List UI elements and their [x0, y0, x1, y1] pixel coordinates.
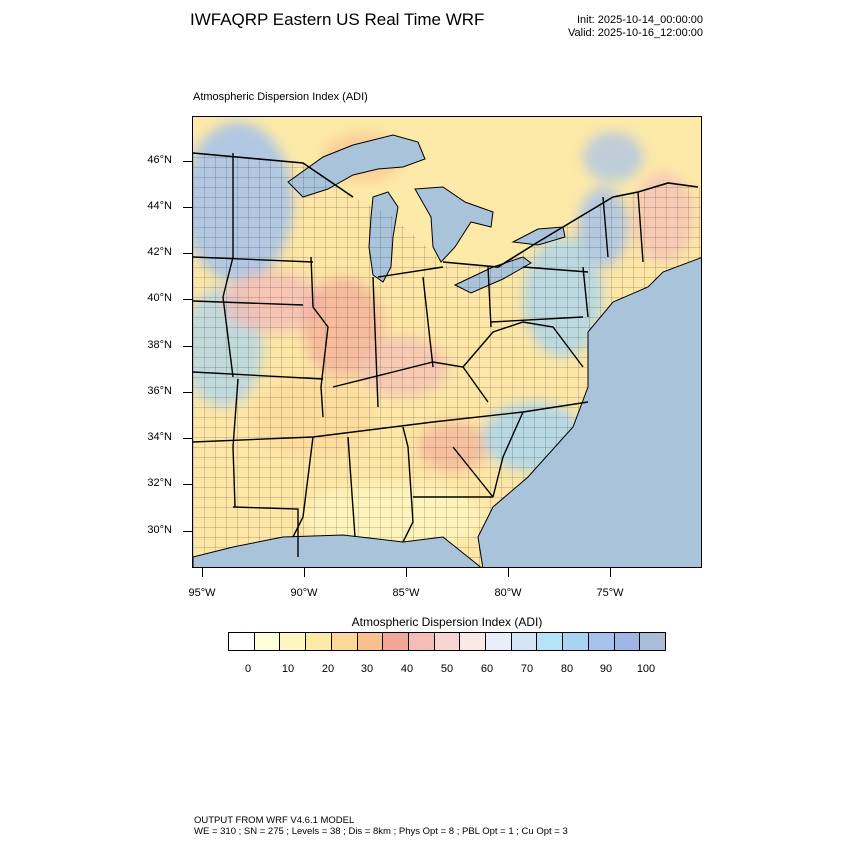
- legend-color-box: [331, 633, 358, 650]
- lat-tick: [183, 484, 192, 485]
- lon-label-85: 85°W: [392, 587, 420, 599]
- lat-tick: [183, 438, 192, 439]
- legend-tick-label: 40: [400, 663, 414, 675]
- lon-label-80: 80°W: [494, 587, 522, 599]
- lon-tick: [610, 568, 611, 577]
- panel-title: Atmospheric Dispersion Index (ADI): [193, 91, 368, 103]
- legend-color-box: [614, 633, 641, 650]
- county-lines: [193, 153, 701, 567]
- legend-color-box: [588, 633, 615, 650]
- legend-tick-label: 30: [360, 663, 374, 675]
- lon-label-95: 95°W: [188, 587, 216, 599]
- lat-label-32: 32°N: [147, 477, 172, 489]
- legend-color-box: [486, 633, 512, 650]
- lat-tick: [183, 392, 192, 393]
- legend-color-box: [537, 633, 564, 650]
- footer-line-2: WE = 310 ; SN = 275 ; Levels = 38 ; Dis …: [194, 826, 568, 837]
- legend-tick-label: 60: [480, 663, 494, 675]
- lat-tick: [183, 207, 192, 208]
- lake-huron: [414, 186, 494, 263]
- lat-label-40: 40°N: [147, 292, 172, 304]
- valid-time: Valid: 2025-10-16_12:00:00: [568, 27, 703, 39]
- lat-label-38: 38°N: [147, 339, 172, 351]
- state-borders: [193, 153, 644, 557]
- legend-tick-label: 50: [440, 663, 454, 675]
- legend-tick-label: 10: [281, 663, 295, 675]
- legend-color-box: [254, 633, 281, 650]
- lat-tick: [183, 161, 192, 162]
- legend-tick-label: 20: [321, 663, 335, 675]
- main-title: IWFAQRP Eastern US Real Time WRF: [190, 10, 485, 29]
- model-info-footer: OUTPUT FROM WRF V4.6.1 MODEL WE = 310 ; …: [194, 815, 568, 837]
- lon-tick: [508, 568, 509, 577]
- atlantic-ocean: [477, 257, 701, 567]
- lat-label-42: 42°N: [147, 246, 172, 258]
- init-time: Init: 2025-10-14_00:00:00: [577, 14, 703, 26]
- lat-tick: [183, 531, 192, 532]
- legend-tick-label: 100: [636, 663, 656, 675]
- lat-tick: [183, 299, 192, 300]
- lat-label-46: 46°N: [147, 154, 172, 166]
- legend-color-box: [563, 633, 589, 650]
- adi-map: [192, 116, 702, 568]
- legend-color-box: [408, 633, 435, 650]
- legend-tick-label: 80: [560, 663, 574, 675]
- legend-tick-label: 70: [520, 663, 534, 675]
- legend-tick-label: 90: [599, 663, 613, 675]
- legend-color-box: [640, 633, 665, 650]
- legend-title: Atmospheric Dispersion Index (ADI): [351, 615, 543, 629]
- legend-color-box: [460, 633, 487, 650]
- legend-color-box: [229, 633, 255, 650]
- legend-color-box: [434, 633, 461, 650]
- lat-label-44: 44°N: [147, 200, 172, 212]
- lat-label-36: 36°N: [147, 385, 172, 397]
- lat-label-34: 34°N: [147, 431, 172, 443]
- lat-tick: [183, 346, 192, 347]
- legend-color-box: [306, 633, 332, 650]
- color-legend: [228, 632, 666, 651]
- lon-label-90: 90°W: [290, 587, 318, 599]
- lon-tick: [202, 568, 203, 577]
- lon-tick: [304, 568, 305, 577]
- lat-tick: [183, 253, 192, 254]
- us-canada-border: [193, 152, 699, 268]
- init-valid-times: Init: 2025-10-14_00:00:00 Valid: 2025-10…: [520, 14, 703, 40]
- legend-tick-label: 0: [244, 663, 252, 675]
- lon-tick: [406, 568, 407, 577]
- lon-label-75: 75°W: [596, 587, 624, 599]
- legend-color-box: [357, 633, 384, 650]
- map-canvas: [193, 117, 701, 567]
- footer-line-1: OUTPUT FROM WRF V4.6.1 MODEL: [194, 815, 355, 826]
- lat-label-30: 30°N: [147, 524, 172, 536]
- legend-color-box: [280, 633, 307, 650]
- legend-color-box: [383, 633, 409, 650]
- legend-color-box: [511, 633, 538, 650]
